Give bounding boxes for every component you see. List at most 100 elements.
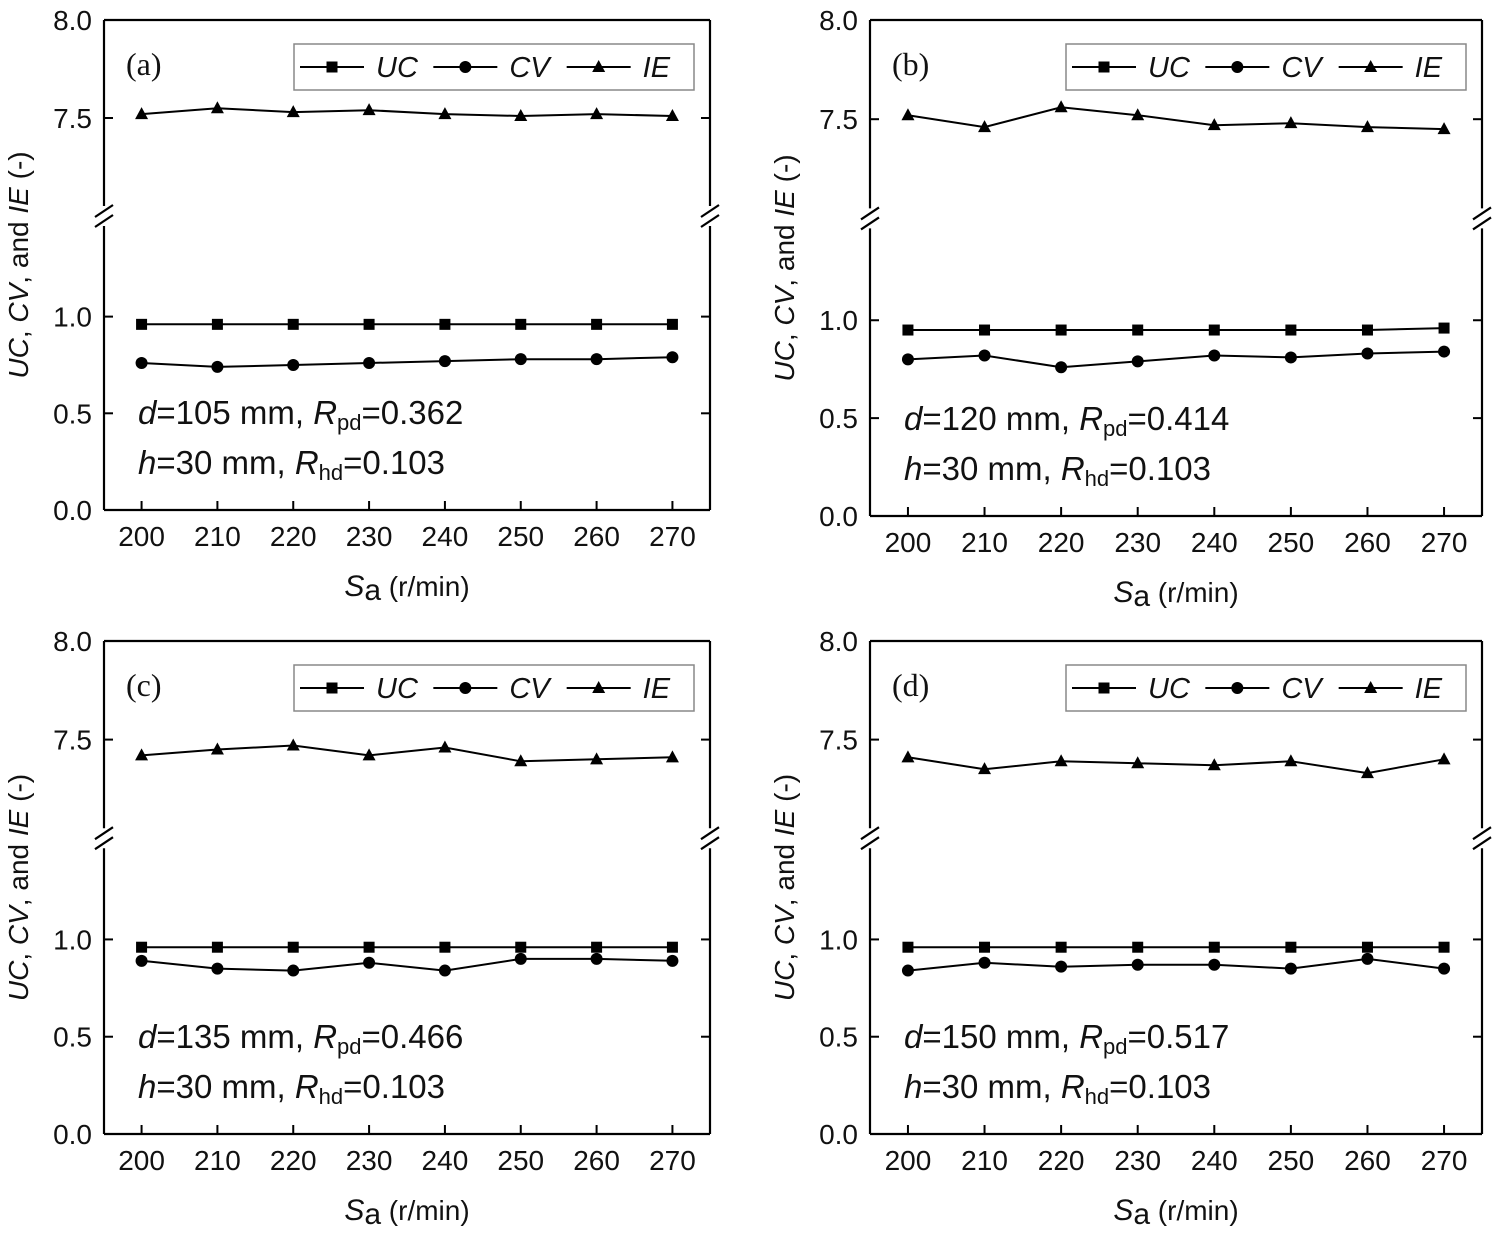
legend-label-ie: IE — [643, 673, 671, 705]
annotation-r: R — [313, 394, 337, 431]
data-point-uc — [515, 318, 527, 330]
data-point-cv — [1284, 962, 1297, 975]
legend-label-ie: IE — [1415, 673, 1443, 705]
x-axis-unit: (r/min) — [381, 1195, 470, 1226]
legend-marker-ie — [592, 681, 606, 693]
panel-label: (d) — [892, 667, 929, 703]
data-point-ie — [1360, 766, 1374, 779]
data-point-uc — [1132, 941, 1144, 953]
x-tick-label: 260 — [1344, 1145, 1391, 1176]
legend-marker-ie — [592, 60, 606, 72]
annotation-line1: d=105 mm, Rpd=0.362 — [138, 394, 463, 435]
y-tick-label: 1.0 — [53, 302, 92, 333]
series-line-ie — [907, 756, 1445, 775]
y-axis-sep1: , — [769, 326, 800, 342]
data-point-uc — [1361, 941, 1373, 953]
annotation-r: R — [1079, 400, 1103, 437]
y-axis-sep2: , and — [769, 836, 800, 906]
x-tick-label: 230 — [1114, 527, 1161, 558]
y-tick-label: 0.5 — [819, 1022, 858, 1053]
legend-label-cv: CV — [509, 673, 552, 705]
legend-label-cv: CV — [1281, 673, 1324, 705]
axis-break-mark — [94, 826, 114, 841]
data-point-ie — [978, 120, 992, 133]
data-point-cv — [666, 954, 679, 967]
annotation-rval: =0.103 — [1109, 1068, 1211, 1105]
y-axis-unit: (-) — [769, 774, 800, 810]
y-tick-label: 1.0 — [819, 924, 858, 955]
x-axis-sub: a — [364, 1198, 381, 1231]
legend-label-uc: UC — [1148, 673, 1191, 705]
annotation-val: =30 mm, — [156, 1068, 294, 1105]
legend-label-uc: UC — [376, 52, 419, 84]
x-tick-label: 250 — [497, 1145, 544, 1176]
data-point-cv — [1208, 958, 1221, 971]
data-point-ie — [135, 748, 149, 761]
y-tick-label: 8.0 — [819, 5, 858, 36]
axis-break-mark — [1472, 836, 1492, 851]
annotation-line2: h=30 mm, Rhd=0.103 — [138, 444, 445, 485]
legend-label-uc: UC — [1148, 52, 1191, 84]
data-point-ie — [1360, 120, 1374, 133]
data-point-cv — [978, 956, 991, 969]
y-axis-sep2: , and — [769, 217, 800, 287]
annotation-r: R — [295, 444, 319, 481]
annotation-sub: pd — [337, 1034, 361, 1059]
x-axis-var: S — [344, 1194, 364, 1227]
data-point-ie — [665, 750, 679, 763]
legend-marker-uc — [326, 682, 338, 694]
data-point-cv — [135, 954, 148, 967]
annotation-rval: =0.103 — [343, 1068, 445, 1105]
data-point-cv — [514, 952, 527, 965]
x-tick-label: 240 — [1191, 1145, 1238, 1176]
y-axis-title: UC, CV, and IE (-) — [769, 774, 800, 1001]
annotation-val: =105 mm, — [156, 394, 313, 431]
y-axis-cv: CV — [769, 904, 800, 945]
panel-label: (b) — [892, 46, 929, 82]
data-point-uc — [902, 324, 914, 336]
axis-break-mark — [700, 826, 720, 841]
annotation-r: R — [1061, 1068, 1085, 1105]
series-line-cv — [907, 957, 1445, 972]
annotation-var-d: d — [904, 1018, 924, 1055]
y-axis-title: UC, CV, and IE (-) — [769, 154, 800, 381]
x-axis-title: Sa (r/min) — [344, 1194, 469, 1231]
axis-break-mark — [1472, 826, 1492, 841]
legend-marker-cv — [459, 682, 472, 694]
data-point-uc — [211, 941, 223, 953]
x-axis-unit: (r/min) — [381, 571, 470, 602]
data-point-ie — [1207, 758, 1221, 771]
data-point-uc — [591, 318, 603, 330]
x-tick-label: 270 — [649, 1145, 696, 1176]
data-point-cv — [1438, 962, 1451, 975]
data-point-uc — [666, 318, 678, 330]
data-point-uc — [1055, 324, 1067, 336]
x-axis-title: Sa (r/min) — [1113, 1194, 1238, 1231]
y-tick-label: 1.0 — [819, 305, 858, 336]
annotation-var-h: h — [904, 450, 922, 487]
annotation-line1: d=150 mm, Rpd=0.517 — [904, 1018, 1229, 1059]
annotation-r: R — [1079, 1018, 1103, 1055]
x-tick-label: 230 — [346, 1145, 393, 1176]
annotation-sub: pd — [1103, 416, 1127, 441]
annotation-sub: hd — [1085, 466, 1109, 491]
annotation-sub: hd — [319, 1084, 343, 1109]
annotation-r: R — [295, 1068, 319, 1105]
data-point-ie — [1437, 752, 1451, 765]
data-point-cv — [978, 349, 991, 362]
data-point-uc — [1132, 324, 1144, 336]
panel-label: (c) — [126, 667, 162, 703]
axis-break-mark — [700, 204, 720, 218]
series-line-cv — [907, 350, 1445, 369]
x-axis-unit: (r/min) — [1150, 1195, 1239, 1226]
data-point-ie — [362, 103, 376, 116]
annotation-r: R — [313, 1018, 337, 1055]
annotation-sub: pd — [1103, 1034, 1127, 1059]
y-tick-label: 7.5 — [819, 104, 858, 135]
data-point-ie — [1131, 108, 1145, 121]
annotation-sub: pd — [337, 410, 361, 435]
y-axis-unit: (-) — [769, 154, 800, 190]
data-point-cv — [901, 964, 914, 977]
data-point-cv — [590, 952, 603, 965]
data-point-cv — [438, 964, 451, 977]
